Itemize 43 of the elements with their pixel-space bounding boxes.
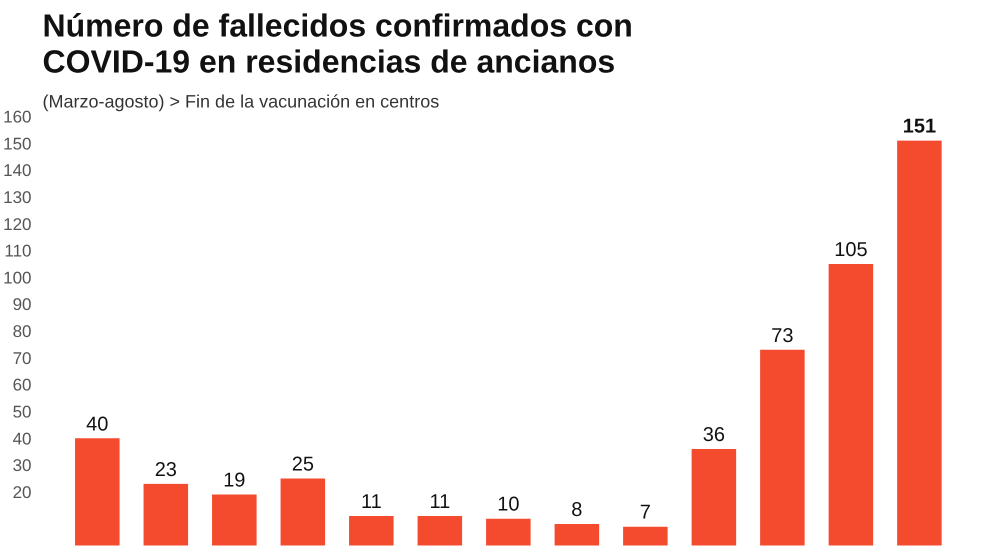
bar: [897, 140, 942, 546]
y-tick-label: 80: [12, 322, 32, 341]
bar: [554, 524, 600, 546]
y-tick-label: 150: [3, 134, 32, 154]
bar: [280, 478, 326, 546]
data-label: 11: [360, 491, 382, 514]
bar: [623, 526, 668, 546]
data-label: 40: [86, 413, 108, 436]
bar: [349, 516, 394, 546]
y-tick-label: 50: [12, 402, 32, 422]
bar: [760, 350, 805, 546]
data-label: 19: [223, 470, 246, 492]
data-label: 25: [292, 453, 314, 476]
chart-title: Número de fallecidos confirmados con COVID-19 en residencias de ancianos: [42, 8, 633, 80]
data-label: 151: [902, 116, 936, 138]
bar: [828, 264, 874, 546]
y-tick-label: 20: [12, 482, 32, 502]
y-tick-label: 40: [12, 429, 32, 448]
data-label: 23: [154, 458, 177, 481]
data-label: 8: [571, 499, 582, 522]
bar: [418, 516, 462, 546]
chart-subtitle: (Marzo-agosto) > Fin de la vacunación en centros: [42, 92, 440, 112]
bar: [486, 518, 531, 546]
data-label: 7: [640, 502, 651, 524]
y-tick-label: 30: [12, 456, 32, 476]
y-tick-label: 160: [3, 108, 32, 126]
data-label: 73: [771, 324, 794, 347]
y-tick-label: 120: [3, 214, 32, 234]
y-tick-label: 100: [3, 268, 32, 288]
y-tick-label: 140: [3, 161, 32, 180]
y-tick-label: 90: [12, 295, 32, 314]
y-tick-label: 110: [4, 242, 32, 261]
bar: [692, 448, 736, 546]
bar: [144, 484, 188, 546]
data-label: 36: [702, 424, 725, 446]
y-tick-label: 70: [12, 348, 32, 368]
bar: [75, 438, 120, 546]
y-tick-label: 130: [3, 188, 32, 207]
data-label: 10: [497, 494, 520, 516]
y-tick-label: 60: [12, 376, 32, 395]
data-label: 11: [429, 491, 450, 514]
data-label: 105: [834, 238, 868, 261]
bar: [212, 494, 257, 546]
